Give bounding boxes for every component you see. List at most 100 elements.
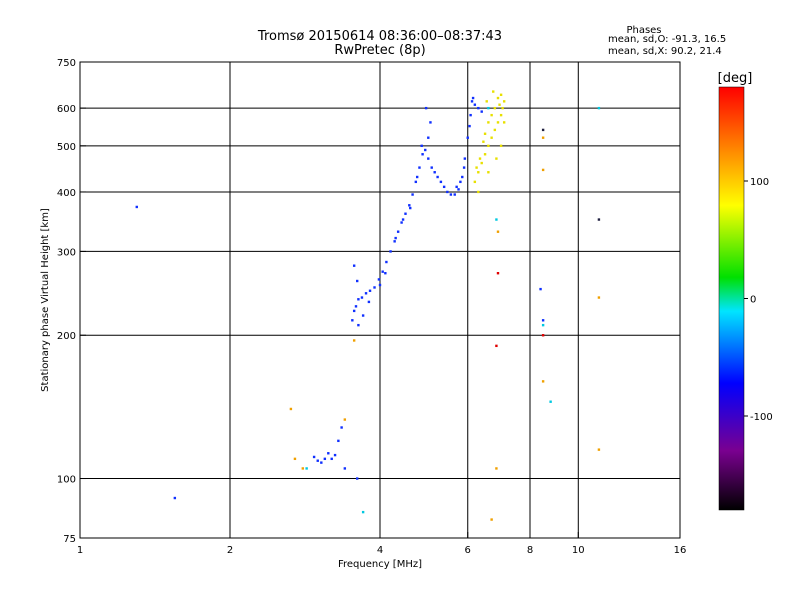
colorbar-label: [deg] — [718, 71, 753, 86]
data-point — [312, 455, 316, 459]
chart-title: Tromsø 20150614 08:36:00–08:37:43 — [257, 29, 502, 44]
y-axis-ticks: 75 100 200 300 400 500 600 750 — [57, 58, 86, 545]
data-point — [461, 175, 464, 179]
data-point — [357, 323, 360, 327]
y-tick-label: 750 — [57, 58, 76, 69]
data-point — [473, 103, 477, 106]
data-point — [352, 264, 356, 267]
data-point — [424, 106, 428, 110]
data-point — [498, 103, 501, 106]
data-point — [495, 218, 498, 221]
y-tick-label: 500 — [57, 142, 76, 153]
data-point — [420, 144, 423, 148]
data-point — [496, 121, 500, 124]
data-point — [429, 121, 432, 124]
data-point — [430, 166, 433, 169]
data-point — [389, 250, 392, 253]
colorbar-tick-label: -100 — [750, 412, 773, 423]
data-point — [457, 188, 460, 191]
data-point — [502, 121, 506, 124]
data-point — [459, 180, 462, 184]
data-point — [501, 106, 504, 110]
data-point — [541, 380, 545, 383]
data-point — [173, 496, 177, 500]
data-point — [492, 90, 495, 93]
data-point — [340, 426, 343, 429]
colorbar-ticks: -100 0 100 — [744, 177, 773, 423]
chart-subtitle: RwPretec (8p) — [334, 43, 425, 58]
data-point — [468, 124, 471, 128]
data-point — [541, 319, 545, 322]
data-point — [490, 113, 493, 117]
data-point — [337, 439, 340, 443]
data-point — [487, 171, 490, 174]
data-point — [469, 113, 472, 117]
y-tick-label: 300 — [57, 247, 76, 258]
data-point — [421, 153, 424, 156]
data-point — [343, 467, 347, 470]
data-point — [495, 157, 498, 160]
x-axis-label: Frequency [MHz] — [338, 559, 422, 570]
data-point — [385, 260, 388, 264]
data-point — [549, 400, 552, 403]
data-point — [482, 140, 485, 143]
data-point — [367, 300, 371, 304]
data-point — [490, 136, 493, 139]
y-tick-label: 400 — [57, 188, 76, 199]
data-point — [470, 100, 474, 103]
data-point — [373, 286, 376, 289]
y-tick-label: 600 — [57, 104, 76, 115]
colorbar-tick-label: 100 — [750, 177, 769, 188]
data-point — [495, 344, 498, 348]
data-point — [597, 448, 601, 451]
data-point — [351, 319, 354, 322]
data-point — [495, 467, 498, 470]
data-point — [394, 236, 397, 240]
data-point — [485, 100, 488, 103]
data-point — [424, 148, 427, 152]
data-point — [453, 193, 456, 196]
data-point — [597, 106, 601, 110]
data-point — [471, 96, 475, 100]
data-point — [368, 289, 372, 292]
y-tick-label: 100 — [57, 475, 76, 486]
data-point — [597, 218, 601, 221]
data-point — [490, 518, 493, 521]
data-point — [493, 106, 497, 110]
data-point — [475, 166, 478, 169]
data-point — [436, 175, 439, 179]
data-point — [480, 110, 483, 113]
data-point — [404, 212, 407, 215]
data-point — [323, 457, 327, 461]
data-point — [477, 190, 480, 194]
grid — [80, 62, 680, 538]
data-point — [352, 309, 356, 313]
data-point — [462, 166, 466, 169]
colorbar — [718, 86, 745, 511]
data-point — [330, 457, 333, 461]
data-point — [483, 132, 487, 135]
data-point — [439, 180, 443, 184]
data-point — [361, 510, 365, 514]
data-point — [409, 206, 412, 210]
data-point — [301, 467, 305, 470]
data-point — [455, 185, 458, 189]
data-point — [496, 272, 500, 275]
data-point — [415, 175, 419, 179]
data-point — [541, 323, 545, 327]
data-point — [499, 144, 503, 148]
data-point — [427, 136, 430, 139]
data-point — [493, 128, 497, 132]
data-point — [305, 467, 308, 470]
data-point — [354, 305, 358, 308]
data-point — [289, 407, 293, 411]
data-point — [396, 230, 400, 233]
data-point — [427, 157, 430, 160]
data-point — [541, 136, 545, 139]
data-point — [466, 136, 469, 139]
data-point — [433, 171, 436, 174]
data-point — [473, 180, 477, 184]
data-point — [316, 459, 319, 462]
data-points — [135, 90, 601, 521]
